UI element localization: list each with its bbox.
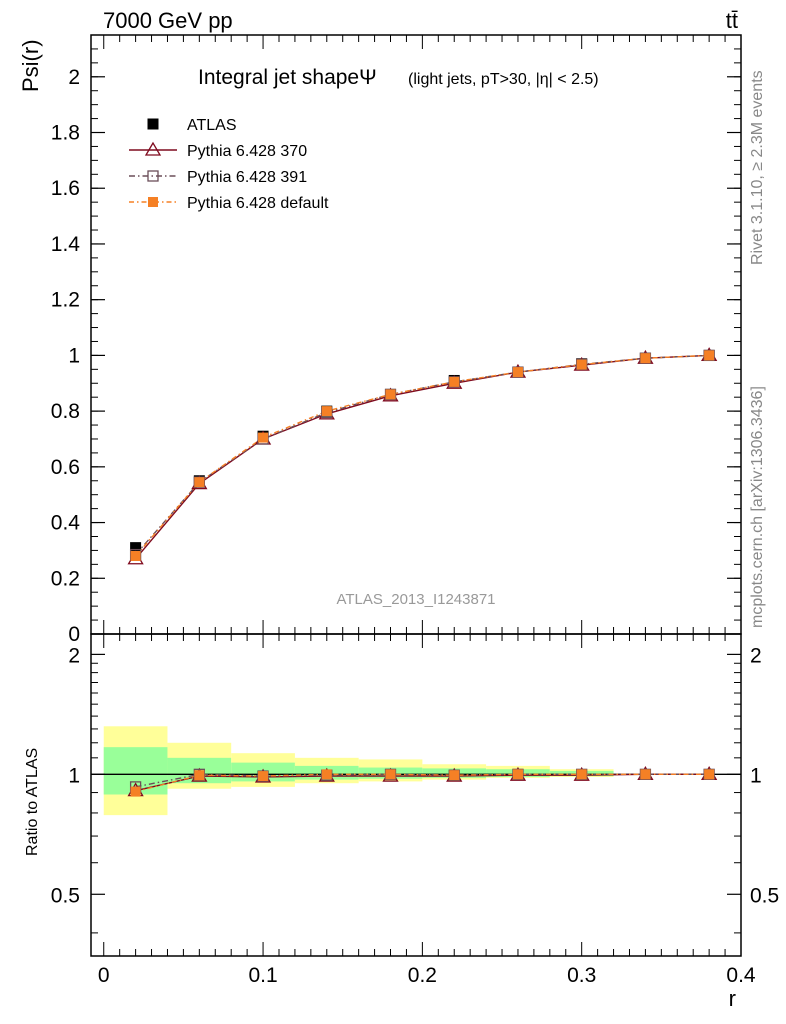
legend-label: ATLAS: [187, 117, 237, 134]
ratio-y-tick-label-right: 1: [750, 764, 762, 787]
ratio-y-axis-title: Ratio to ATLAS: [24, 748, 41, 856]
x-tick-label: 0.2: [408, 964, 437, 987]
mcplots-label: mcplots.cern.ch [arXiv:1306.3436]: [749, 386, 766, 628]
main-y-tick-label: 1: [68, 344, 80, 367]
ratio-y-tick-label: 2: [68, 644, 80, 667]
mc-data-point: [321, 406, 332, 417]
mc-data-point: [130, 550, 141, 561]
legend-label: Pythia 6.428 default: [187, 195, 329, 212]
ratio-data-point: [194, 770, 205, 781]
main-title: Integral jet shapeΨ (light jets, pT>30, …: [198, 66, 599, 89]
main-y-tick-label: 1.4: [51, 233, 81, 256]
legend-marker: [148, 197, 158, 207]
main-y-tick-label: 0.4: [51, 512, 81, 535]
main-subtitle-text: (light jets, pT>30, |η| < 2.5): [408, 71, 599, 88]
main-panel: 0 0.2 0.4 0.6 0.8 1 1.2 1.4 1.6 1.8 2 Psi(r) ATLAS…: [18, 34, 742, 646]
main-y-tick-label: 0.2: [51, 567, 80, 590]
ratio-data-point: [704, 769, 715, 780]
mc-data-point: [194, 477, 205, 488]
watermark: ATLAS_2013_I1243871: [336, 591, 495, 608]
x-tick-label: 0.4: [726, 964, 756, 987]
ratio-data-point: [321, 769, 332, 780]
x-tick-label: 0.3: [567, 964, 596, 987]
ratio-series-line: [135, 773, 710, 793]
ratio-y-tick-label: 1: [68, 764, 80, 787]
legend-marker: [147, 118, 159, 130]
ratio-data-point: [576, 769, 587, 780]
ratio-series-line: [135, 773, 710, 792]
mc-data-point: [258, 432, 269, 443]
ratio-data-point: [449, 770, 460, 781]
energy-label: 7000 GeV pp: [103, 8, 233, 33]
main-series-line: [135, 354, 710, 556]
ratio-plot-frame: [90, 633, 742, 957]
main-y-tick-label: 1.2: [51, 289, 80, 312]
main-y-tick-label: 0.8: [51, 400, 80, 423]
mc-data-point: [512, 367, 523, 378]
mc-data-point: [704, 350, 715, 361]
main-y-tick-label: 1.8: [51, 122, 80, 145]
atlas-data-point: [130, 542, 142, 554]
main-y-tick-label: 1.6: [51, 177, 80, 200]
ratio-data-point: [640, 769, 651, 780]
mc-data-point: [385, 389, 396, 400]
ratio-y-tick-label-right: 0.5: [750, 884, 779, 907]
ratio-y-tick-label: 0.5: [51, 884, 80, 907]
ratio-data-point: [512, 769, 523, 780]
process-label: tt̄: [726, 8, 738, 33]
x-axis-title: r: [729, 986, 736, 1011]
legend-label: Pythia 6.428 391: [187, 169, 307, 186]
rivet-label: Rivet 3.1.10, ≥ 2.3M events: [749, 70, 766, 265]
main-y-tick-label: 2: [68, 66, 80, 89]
main-series-line: [135, 354, 710, 557]
main-series-line: [135, 354, 710, 560]
ratio-data-point: [130, 786, 141, 797]
ratio-panel: 0.5 0.5 1 1 2 2 0 0.1 0.2 0.3 0.4 Ratio to ATLAS r: [24, 633, 779, 1011]
legend-marker: [147, 170, 159, 182]
ratio-data-point: [258, 771, 269, 782]
ratio-data-point: [385, 769, 396, 780]
legend-marker: [144, 141, 162, 156]
main-y-axis-title: Psi(r): [18, 39, 43, 92]
legend: ATLAS Pythia 6.428 370 Pythia 6.428 391 Pyt…: [129, 117, 329, 212]
main-y-tick-label: 0: [68, 623, 80, 646]
main-title-text: Integral jet shapeΨ: [198, 66, 377, 89]
main-y-tick-label: 0.6: [51, 456, 80, 479]
x-tick-label: 0: [98, 964, 110, 987]
ratio-y-tick-label-right: 2: [750, 644, 762, 667]
x-tick-label: 0.1: [248, 964, 277, 987]
legend-label: Pythia 6.428 370: [187, 143, 307, 160]
mc-data-point: [640, 353, 651, 364]
mc-data-point: [576, 359, 587, 370]
mc-data-point: [449, 376, 460, 387]
